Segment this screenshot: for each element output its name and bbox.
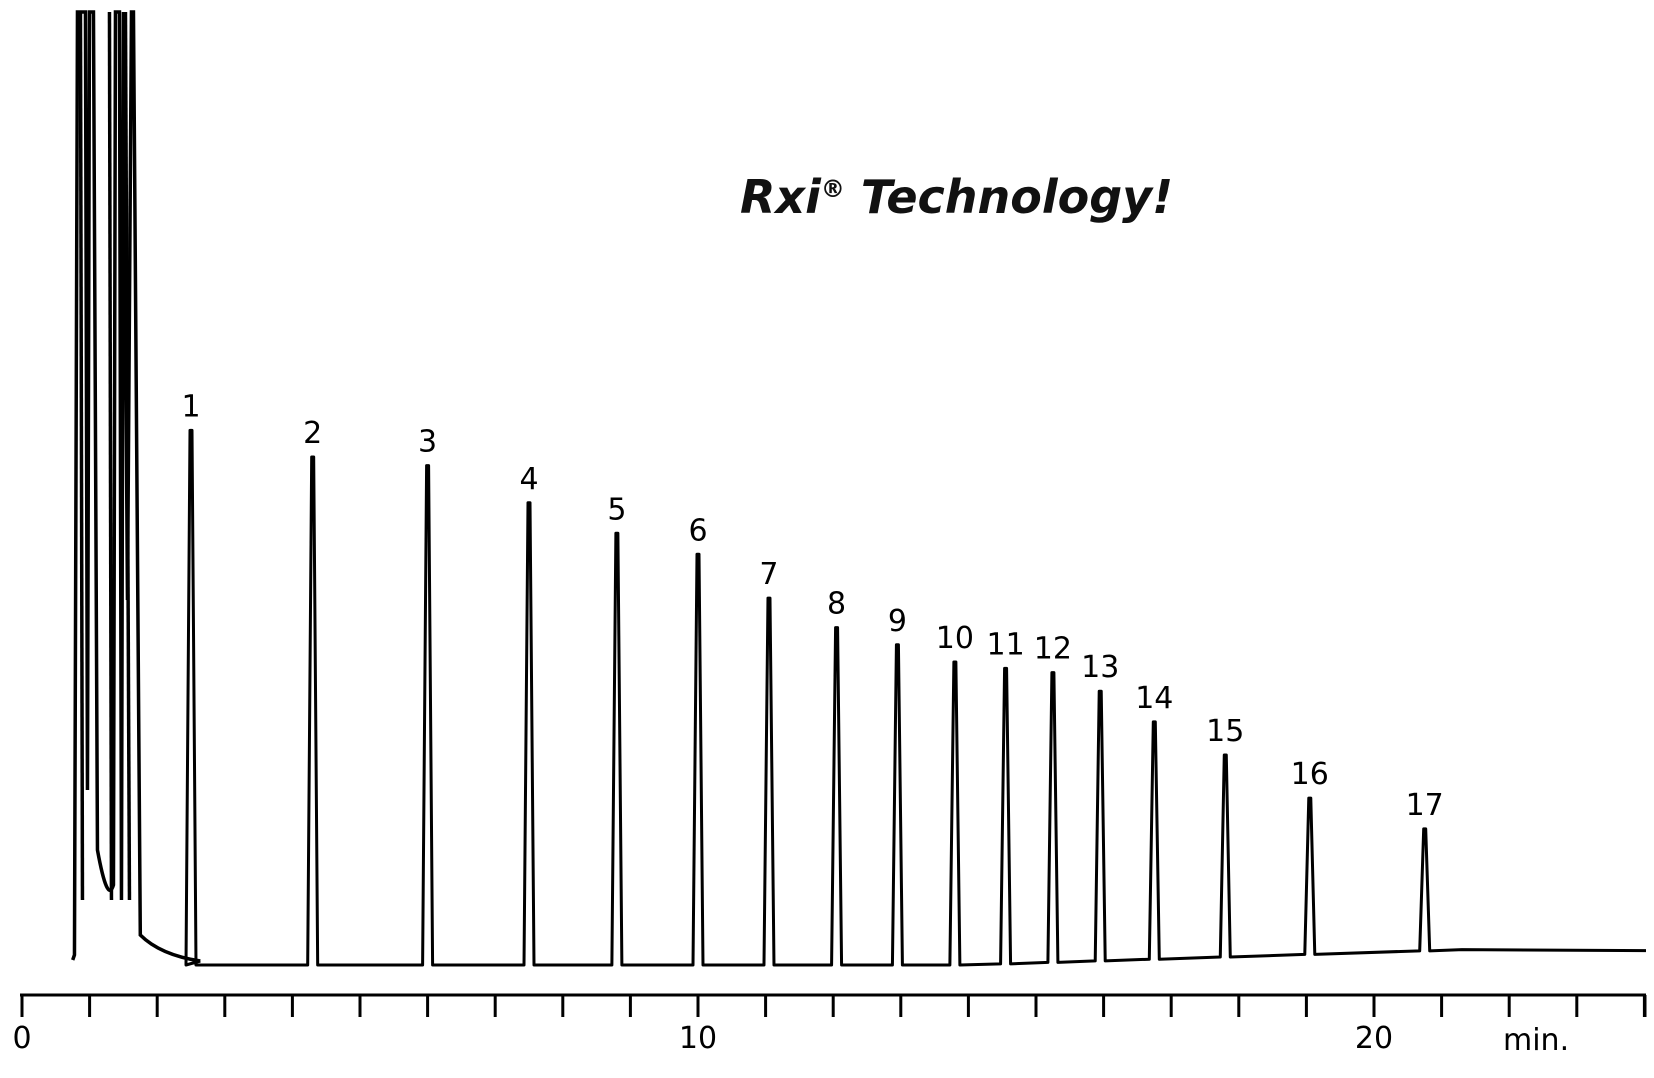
chart-title-text: Rxi® Technology! xyxy=(740,170,1173,224)
x-axis-unit-label: min. xyxy=(1503,1023,1569,1058)
peak-label-3: 3 xyxy=(418,425,437,460)
solvent-peak xyxy=(71,10,201,963)
peak-label-6: 6 xyxy=(688,513,707,548)
solvent-front xyxy=(71,10,201,963)
peak-label-1: 1 xyxy=(181,389,200,424)
x-tick-label: 10 xyxy=(679,1021,717,1056)
chromatogram-trace xyxy=(184,428,1647,967)
peak-label-12: 12 xyxy=(1034,632,1072,667)
peak-label-4: 4 xyxy=(519,462,538,497)
peak-label-13: 13 xyxy=(1081,650,1119,685)
peak-label-15: 15 xyxy=(1206,714,1244,749)
peak-label-16: 16 xyxy=(1291,757,1329,792)
x-tick-label: 0 xyxy=(12,1021,31,1056)
peak-label-9: 9 xyxy=(888,604,907,639)
chart-title: Rxi® Technology! xyxy=(740,170,1173,224)
peak-label-14: 14 xyxy=(1135,681,1173,716)
peak-label-2: 2 xyxy=(303,416,322,451)
x-tick-labels: 0 10 20 xyxy=(12,1021,1393,1056)
peak-label-5: 5 xyxy=(607,492,626,527)
solvent-spike-1 xyxy=(78,11,85,901)
solvent-spike-2 xyxy=(107,11,114,901)
x-axis: 0 10 20 min. xyxy=(12,993,1647,1058)
x-ticks xyxy=(20,995,1647,1017)
x-tick-label: 20 xyxy=(1355,1021,1393,1056)
peak-label-11: 11 xyxy=(986,627,1024,662)
peak-label-8: 8 xyxy=(827,587,846,622)
peak-label-7: 7 xyxy=(759,557,778,592)
solvent-spike-3 xyxy=(123,11,132,901)
peak-label-17: 17 xyxy=(1406,788,1444,823)
peak-label-10: 10 xyxy=(936,621,974,656)
